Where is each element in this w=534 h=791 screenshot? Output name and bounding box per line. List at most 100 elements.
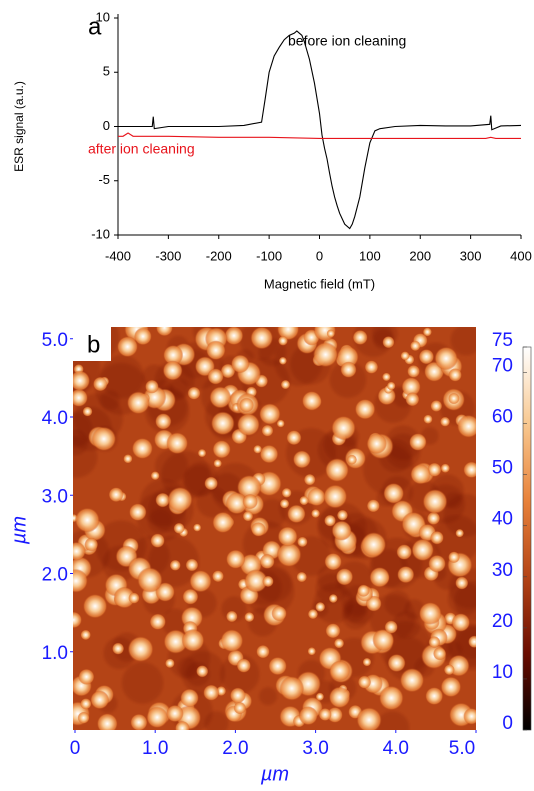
- afm-grain: [84, 537, 99, 552]
- afm-grain: [382, 372, 391, 382]
- x-tick-label: 400: [510, 248, 532, 263]
- afm-grain: [340, 361, 357, 378]
- afm-grain: [324, 514, 336, 527]
- afm-grain: [430, 400, 443, 412]
- afm-grain: [329, 660, 351, 682]
- afm-grain: [256, 644, 270, 659]
- afm-shade: [259, 687, 278, 706]
- afm-grain: [271, 605, 287, 622]
- afm-grain: [397, 565, 415, 584]
- afm-grain: [428, 554, 446, 573]
- x-tick-label: 3.0: [302, 738, 328, 759]
- colorbar-tick-label: 30: [492, 560, 513, 581]
- y-tick-label: -5: [98, 172, 110, 187]
- y-tick-label: 4.0: [42, 408, 68, 429]
- afm-grain: [82, 406, 93, 417]
- colorbar-tick-label: 40: [492, 509, 513, 530]
- afm-grain: [230, 354, 250, 374]
- afm-grain: [108, 487, 124, 503]
- afm-grain: [211, 570, 224, 583]
- afm-grain: [286, 430, 302, 446]
- afm-grain: [409, 433, 427, 451]
- colorbar-tick-label: 50: [492, 458, 513, 479]
- afm-grain: [92, 376, 108, 392]
- afm-grain: [352, 329, 368, 346]
- afm-grain: [301, 390, 322, 411]
- afm-grain: [400, 351, 410, 361]
- afm-grain: [448, 551, 460, 564]
- afm-shade: [177, 657, 198, 678]
- afm-shade: [329, 361, 367, 398]
- afm-grain: [112, 642, 125, 655]
- afm-grain: [134, 327, 152, 346]
- afm-grain: [162, 360, 183, 381]
- afm-grain: [78, 668, 95, 685]
- afm-grain: [128, 592, 140, 604]
- afm-grain: [229, 687, 246, 704]
- afm-grain: [149, 613, 167, 631]
- afm-grain: [166, 704, 184, 723]
- afm-grain: [113, 586, 136, 609]
- afm-grain: [146, 706, 169, 729]
- afm-grain: [220, 629, 244, 653]
- colorbar-tick-label: 20: [492, 611, 513, 632]
- afm-grain: [90, 690, 110, 710]
- afm-grain: [155, 327, 174, 337]
- afm-grain: [443, 664, 455, 676]
- afm-grain: [268, 656, 287, 676]
- afm-grain: [354, 398, 376, 420]
- afm-grain: [182, 588, 199, 605]
- afm-grain: [237, 413, 260, 437]
- afm-grain: [91, 426, 117, 452]
- afm-grain: [410, 340, 421, 352]
- afm-grain: [225, 492, 248, 515]
- series-label: after ion cleaning: [88, 141, 195, 157]
- afm-grain: [236, 474, 262, 500]
- afm-grain: [296, 571, 308, 583]
- afm-grain: [387, 653, 406, 673]
- afm-grain: [457, 414, 476, 438]
- afm-grain: [307, 647, 316, 656]
- x-tick-label: 100: [359, 248, 381, 263]
- afm-grain: [357, 584, 370, 597]
- colorbar-tick-label: 60: [492, 407, 513, 428]
- afm-grain: [224, 327, 244, 346]
- afm-grain: [242, 510, 254, 522]
- afm-grain: [130, 713, 148, 730]
- y-tick-label: 2.0: [42, 565, 68, 586]
- afm-grain: [325, 458, 349, 483]
- afm-grain: [166, 432, 189, 455]
- afm-grain: [430, 530, 444, 545]
- afm-shade: [155, 449, 189, 483]
- afm-grain: [193, 523, 202, 532]
- afm-grain: [335, 568, 354, 586]
- afm-grain: [328, 593, 338, 604]
- afm-grain: [259, 444, 279, 464]
- afm-grain: [204, 476, 219, 491]
- afm-grain: [80, 698, 92, 710]
- afm-grain: [331, 415, 356, 441]
- afm-grain: [468, 635, 476, 648]
- afm-grain: [382, 336, 395, 349]
- panel-label: a: [88, 13, 102, 40]
- afm-grain: [127, 636, 154, 663]
- afm-image: [73, 327, 476, 730]
- afm-grain: [418, 601, 442, 625]
- x-tick-label: 5.0: [449, 738, 475, 759]
- y-tick-label: 5: [103, 64, 110, 79]
- afm-grain: [279, 498, 290, 509]
- y-axis-label: ESR signal (a.u.): [12, 81, 26, 172]
- colorbar-tick-label: 75: [492, 330, 513, 351]
- afm-grain: [163, 344, 184, 366]
- afm-grain: [298, 706, 318, 726]
- panel-label: b: [87, 331, 100, 358]
- afm-grain: [203, 684, 220, 701]
- afm-grain: [401, 377, 421, 397]
- afm-grain: [73, 370, 91, 392]
- afm-grain: [396, 544, 413, 560]
- afm-grain: [303, 473, 316, 486]
- afm-grain: [212, 511, 234, 534]
- afm-grain: [287, 504, 306, 524]
- afm-grain: [362, 657, 372, 667]
- x-axis-label: µm: [260, 763, 289, 785]
